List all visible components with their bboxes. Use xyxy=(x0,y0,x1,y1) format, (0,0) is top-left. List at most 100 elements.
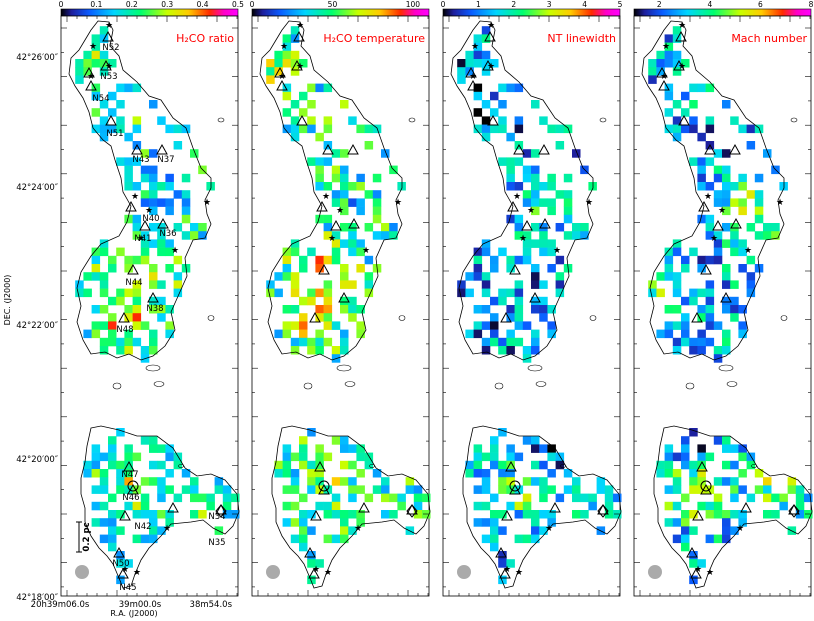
clump-label-n38: N38 xyxy=(146,304,163,314)
clump-label-n44: N44 xyxy=(125,278,142,288)
clump-triangle-marker xyxy=(157,217,169,229)
clump-triangle-marker xyxy=(673,59,685,71)
star-marker: ★ xyxy=(487,21,495,31)
contour-fragment xyxy=(217,117,225,123)
panel-title: H₂CO ratio xyxy=(176,32,234,45)
colorbar: 0 1 2 3 4 5 xyxy=(441,0,623,17)
ra-tick-labels: 20h39m06.0s 39m00.0s 38m54.0s xyxy=(31,600,233,610)
colorbar-tick-label: 1 xyxy=(476,0,481,9)
clump-label-n46: N46 xyxy=(122,493,139,503)
colorbar-tick-label: 4 xyxy=(707,0,712,9)
dec-tick-label: 42°18′00″ xyxy=(16,593,58,603)
clump-triangle-marker xyxy=(499,567,511,579)
clump-label-n41: N41 xyxy=(134,234,151,244)
star-marker: ★ xyxy=(362,246,370,256)
star-marker: ★ xyxy=(296,21,304,31)
colorbar-tick-label: 0.1 xyxy=(90,0,102,9)
clump-triangle-marker xyxy=(692,509,704,521)
clump-triangle-marker xyxy=(304,546,316,558)
star-marker: ★ xyxy=(163,524,171,534)
colorbar-tick-label: 0.5 xyxy=(232,0,244,9)
clump-triangle-marker xyxy=(509,263,521,275)
clump-triangle-marker xyxy=(686,546,698,558)
clump-triangle-marker xyxy=(358,501,370,513)
colorbar-tick-label: 0.2 xyxy=(126,0,138,9)
star-marker: ★ xyxy=(662,42,670,52)
clump-label-n40: N40 xyxy=(142,214,159,224)
contour-fragment xyxy=(790,117,798,123)
colorbar: 0 50 100 xyxy=(250,0,430,17)
star-marker: ★ xyxy=(324,568,332,578)
clump-triangle-marker xyxy=(316,200,328,212)
star-marker: ★ xyxy=(660,72,668,82)
y-axis-label: DEC. (J2000) xyxy=(3,275,12,326)
clump-triangle-marker xyxy=(720,291,732,303)
clump-triangle-marker xyxy=(119,509,131,521)
star-marker: ★ xyxy=(776,198,784,208)
clump-label-n48: N48 xyxy=(116,325,133,335)
star-marker: ★ xyxy=(131,192,139,202)
contour-fragment xyxy=(527,364,543,372)
clump-triangle-marker xyxy=(482,59,494,71)
contour-fragment xyxy=(178,464,184,468)
clump-triangle-marker xyxy=(318,483,330,495)
dec-tick-label: 42°26′00″ xyxy=(16,53,58,63)
circle-marker xyxy=(700,480,712,492)
star-marker: ★ xyxy=(89,42,97,52)
clump-triangle-marker xyxy=(467,79,479,91)
beam-ellipse xyxy=(266,565,280,579)
star-marker: ★ xyxy=(527,206,535,216)
clump-triangle-marker xyxy=(105,114,117,126)
clump-triangle-marker xyxy=(539,217,551,229)
clump-label-n52: N52 xyxy=(102,43,119,53)
star-marker: ★ xyxy=(471,42,479,52)
clump-triangle-marker xyxy=(691,311,703,323)
panel-title: H₂CO temperature xyxy=(323,32,425,45)
star-marker: ★ xyxy=(354,524,362,534)
clump-triangle-marker xyxy=(215,503,227,515)
clump-triangle-marker xyxy=(293,30,305,42)
contour-fragment xyxy=(207,315,215,321)
clump-triangle-marker xyxy=(500,311,512,323)
clump-label-n36: N36 xyxy=(159,229,176,239)
map-pixels xyxy=(266,26,431,585)
ra-tick-label: 39m00.0s xyxy=(119,600,162,610)
circle-marker xyxy=(318,480,330,492)
dec-tick-label: 42°24′00″ xyxy=(16,183,58,193)
clump-triangle-marker xyxy=(318,263,330,275)
colorbar-tick-label: 0 xyxy=(441,0,446,9)
clump-triangle-marker xyxy=(127,263,139,275)
clump-triangle-marker xyxy=(698,200,710,212)
diamond-marker xyxy=(215,504,227,518)
clump-triangle-marker xyxy=(495,546,507,558)
clump-triangle-marker xyxy=(322,143,334,155)
star-marker: ★ xyxy=(203,198,211,208)
contour-fragment xyxy=(560,464,566,468)
clump-triangle-marker xyxy=(147,291,159,303)
clump-triangle-marker xyxy=(700,263,712,275)
clump-triangle-marker xyxy=(507,200,519,212)
colorbar-tick-label: 2 xyxy=(657,0,662,9)
clump-label-n34: N34 xyxy=(208,512,225,522)
clump-triangle-marker xyxy=(730,217,742,229)
clump-triangle-marker xyxy=(678,114,690,126)
star-marker: ★ xyxy=(280,42,288,52)
colorbar-tick-label: 0.3 xyxy=(161,0,173,9)
clump-triangle-marker xyxy=(347,143,359,155)
contour-fragment xyxy=(145,364,161,372)
clump-triangle-marker xyxy=(505,460,517,472)
clump-triangle-marker xyxy=(700,483,712,495)
beam-ellipse xyxy=(75,565,89,579)
panel-title: Mach number xyxy=(731,32,807,45)
contour-fragment xyxy=(718,364,734,372)
clump-triangle-marker xyxy=(113,546,125,558)
contour-fragment xyxy=(303,382,313,390)
star-marker: ★ xyxy=(278,72,286,82)
clump-triangle-marker xyxy=(675,30,687,42)
star-marker: ★ xyxy=(515,568,523,578)
panel-nt-linewidth: 0 1 2 3 4 5 ★ ★ ★ ★ ★ ★ ★ ★ ★ ★ ★ ★ NT linewidth xyxy=(441,0,623,597)
star-marker: ★ xyxy=(503,565,511,575)
clump-triangle-marker xyxy=(100,59,112,71)
x-axis-label: R.A. (J2000) xyxy=(110,609,157,618)
circle-marker xyxy=(127,480,139,492)
